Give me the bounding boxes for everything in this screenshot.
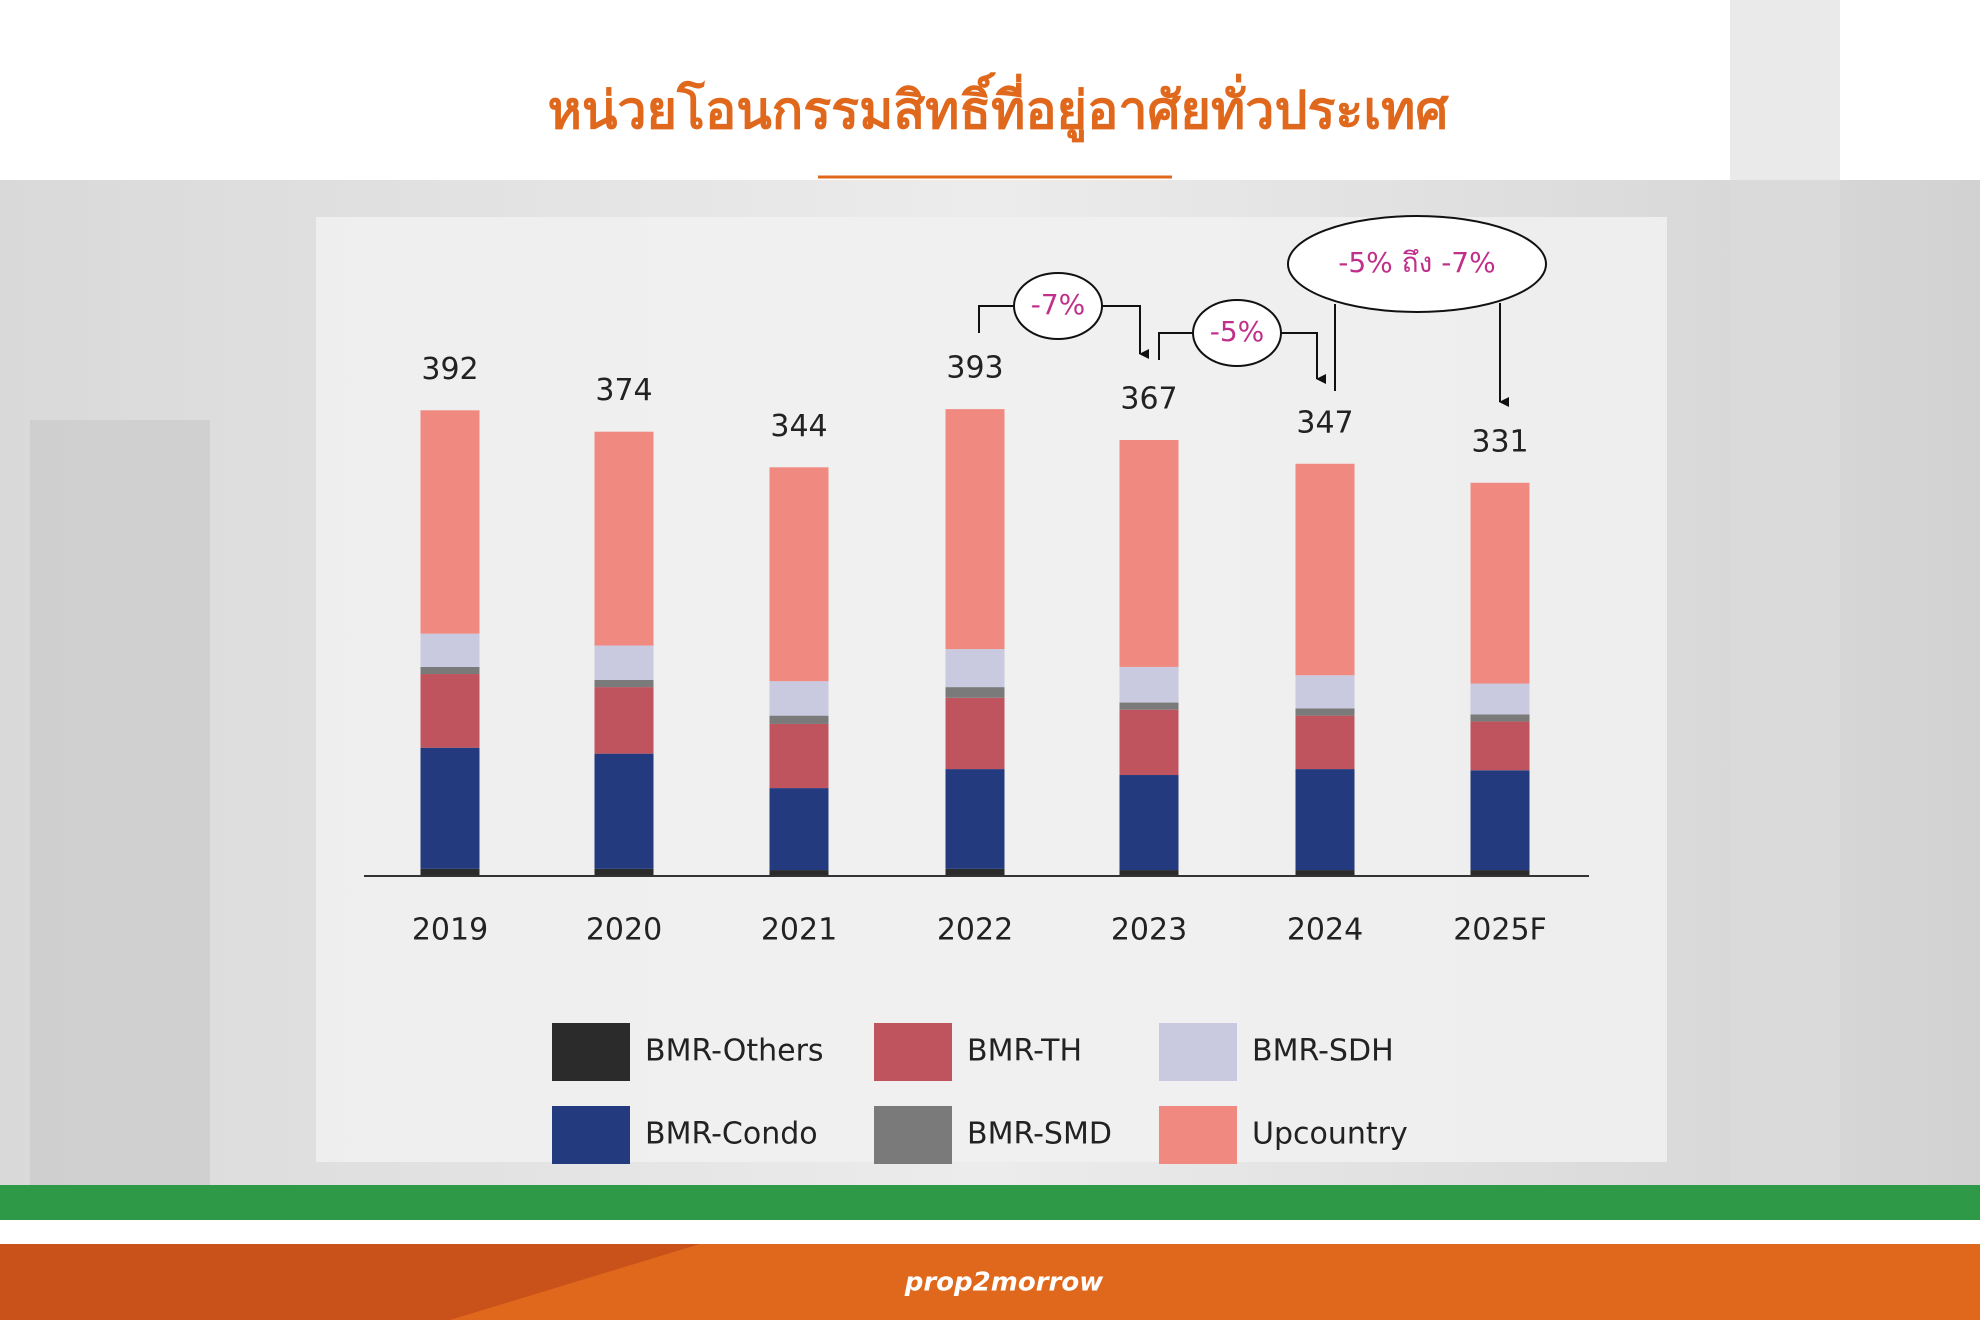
x-tick-label: 2024 [1287, 913, 1363, 948]
annotation-bubble [1287, 215, 1547, 313]
bar-segment [594, 687, 654, 754]
bar-segment [1119, 870, 1179, 876]
green-band [0, 1185, 1980, 1220]
legend-swatch [874, 1106, 952, 1164]
total-label: 392 [421, 352, 478, 387]
bar-segment [769, 870, 829, 876]
bar-segment [769, 467, 829, 682]
bar-segment [1295, 715, 1355, 770]
bar-segment [1295, 870, 1355, 876]
legend-swatch [552, 1023, 630, 1081]
bar-segment [1119, 440, 1179, 667]
annotation-arrow [978, 305, 1140, 354]
legend-swatch [1159, 1023, 1237, 1081]
bar-segment [769, 715, 829, 724]
bar-segment [769, 788, 829, 871]
building [1730, 0, 1840, 1185]
total-label: 374 [595, 373, 652, 408]
bar-segment [1295, 708, 1355, 716]
bar-segment [1470, 714, 1530, 722]
bar-segment [1295, 675, 1355, 709]
bar-segment [594, 753, 654, 869]
total-label: 347 [1296, 405, 1353, 440]
bar-segment [1119, 775, 1179, 871]
bar-segment [1119, 666, 1179, 703]
x-tick-label: 2021 [761, 913, 837, 948]
legend-swatch [1159, 1106, 1237, 1164]
total-label: 367 [1120, 382, 1177, 417]
legend-swatch [874, 1023, 952, 1081]
bar-segment [945, 687, 1005, 698]
bar-segment [945, 769, 1005, 869]
brand-logo: prop2morrow [904, 1268, 1104, 1298]
x-tick-label: 2022 [937, 913, 1013, 948]
chart-title: หน่วยโอนกรรมสิทธิ์ที่อยู่อาศัยทั่วประเทศ [548, 72, 1450, 143]
building [30, 420, 210, 1185]
bar-segment [945, 697, 1005, 770]
x-tick-label: 2019 [412, 913, 488, 948]
bar-segment [945, 868, 1005, 876]
bar-segment [1470, 770, 1530, 871]
bar-segment [420, 674, 480, 748]
x-tick-label: 2020 [586, 913, 662, 948]
bar-segment [1470, 683, 1530, 715]
legend-label: BMR-SMD [967, 1117, 1112, 1152]
legend-label: BMR-Condo [645, 1117, 818, 1152]
bar-segment [1470, 721, 1530, 771]
bar-segment [769, 681, 829, 716]
x-tick-label: 2025F [1453, 913, 1547, 948]
legend-label: Upcountry [1252, 1117, 1408, 1152]
bar-segment [420, 666, 480, 675]
bar-segment [1470, 870, 1530, 876]
bar-segment [594, 645, 654, 680]
total-label: 393 [946, 351, 1003, 386]
bar-segment [1470, 482, 1530, 684]
bar-segment [420, 410, 480, 634]
legend-label: BMR-Others [645, 1034, 824, 1069]
x-tick-label: 2023 [1111, 913, 1187, 948]
bar-segment [1119, 702, 1179, 710]
bar-segment [945, 649, 1005, 688]
total-label: 331 [1471, 424, 1528, 459]
legend-swatch [552, 1106, 630, 1164]
bar-segment [594, 431, 654, 646]
bar-segment [420, 868, 480, 876]
annotation-arrow [1158, 332, 1317, 379]
bar-segment [594, 868, 654, 876]
bar-segment [1295, 769, 1355, 871]
bar-segment [769, 723, 829, 789]
legend-label: BMR-SDH [1252, 1034, 1394, 1069]
bar-segment [1119, 709, 1179, 776]
total-label: 344 [770, 409, 827, 444]
bar-segment [1295, 463, 1355, 676]
chart: 392 2019 374 2020 344 2021 393 2022 367 2023 347 20… [364, 215, 1589, 1164]
bar-segment [594, 679, 654, 688]
bar-segment [420, 747, 480, 869]
annotation-label: -5% [1210, 315, 1265, 348]
orange-accent [0, 1244, 700, 1320]
legend-label: BMR-TH [967, 1034, 1082, 1069]
annotation-label: -5% ถึง -7% [1338, 246, 1495, 279]
bar-segment [420, 633, 480, 667]
annotation-label: -7% [1031, 288, 1086, 321]
bar-segment [945, 409, 1005, 650]
